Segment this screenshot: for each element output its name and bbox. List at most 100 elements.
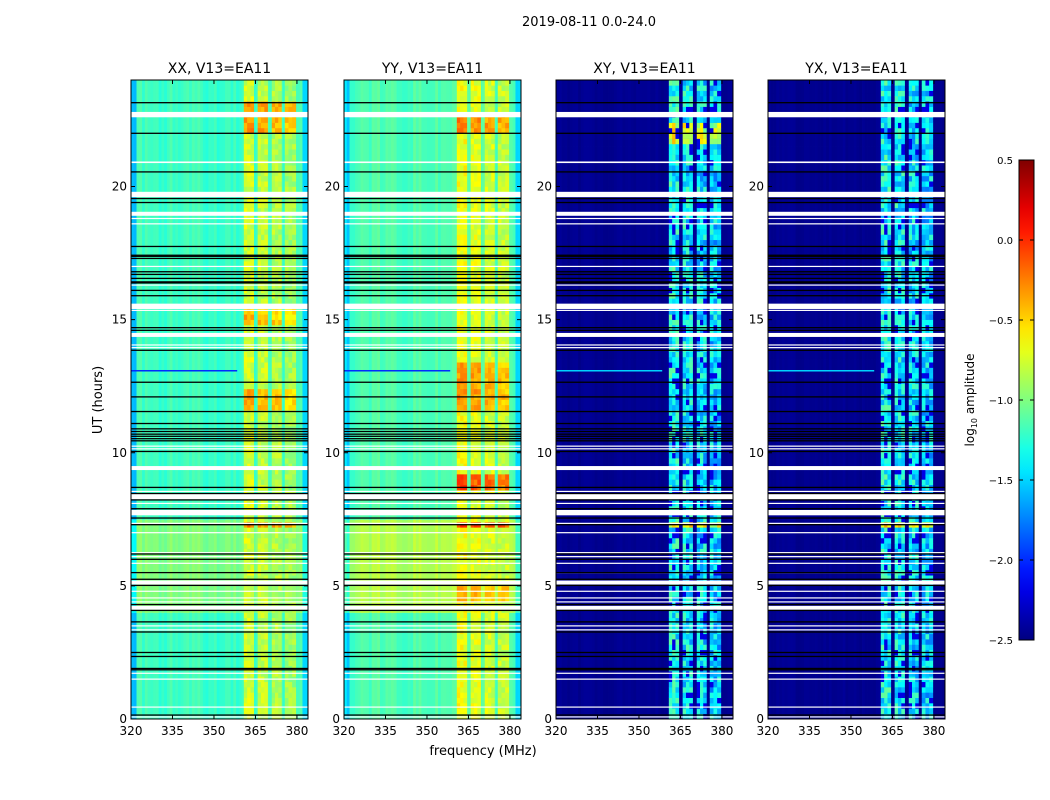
heatmap-cell: [150, 412, 154, 427]
heatmap-cell: [355, 559, 359, 573]
heatmap-cell: [266, 612, 270, 627]
heatmap-cell: [344, 559, 348, 573]
heatmap-cell: [191, 479, 196, 494]
heatmap-cell: [197, 559, 201, 573]
heatmap-cell: [238, 359, 243, 374]
heatmap-cell: [227, 146, 231, 161]
heatmap-cell: [189, 319, 193, 334]
heatmap-cell: [169, 679, 173, 693]
heatmap-cell: [189, 412, 193, 427]
band-cell: [271, 628, 276, 635]
heatmap-cell: [189, 372, 193, 387]
heatmap-cell: [255, 226, 259, 241]
heatmap-cell: [164, 173, 168, 187]
heatmap-cell: [191, 279, 196, 294]
band-cell: [292, 490, 297, 496]
heatmap-cell: [238, 519, 243, 534]
heatmap-cell: [230, 279, 234, 294]
band-cell: [278, 458, 282, 464]
heatmap-cell: [178, 213, 182, 227]
heatmap-cell: [225, 466, 229, 480]
heatmap-cell: [194, 372, 198, 387]
heatmap-cell: [225, 639, 229, 653]
flagged-line: [131, 440, 308, 442]
heatmap-cell: [352, 306, 356, 321]
heatmap-cell: [346, 93, 350, 108]
heatmap-cell: [147, 559, 151, 573]
heatmap-cell: [233, 159, 237, 174]
heatmap-cell: [191, 665, 196, 680]
flagged-line: [131, 102, 308, 104]
band-cell: [278, 362, 282, 368]
heatmap-cell: [194, 532, 198, 547]
heatmap-cell: [227, 585, 231, 600]
heatmap-cell: [133, 253, 137, 267]
heatmap-cell: [211, 386, 215, 400]
band-cell: [243, 298, 248, 304]
heatmap-cell: [208, 133, 212, 147]
band-cell: [247, 564, 251, 571]
band-cell: [278, 671, 282, 677]
heatmap-cell: [305, 266, 308, 281]
heatmap-cell: [346, 705, 350, 719]
band-cell: [257, 639, 262, 645]
band-cell: [247, 633, 251, 640]
heatmap-cell: [269, 306, 273, 321]
band-cell: [284, 234, 289, 241]
heatmap-cell: [213, 466, 218, 480]
band-cell: [288, 80, 293, 86]
heatmap-cell: [191, 426, 196, 440]
heatmap-cell: [164, 679, 168, 693]
band-cell: [257, 575, 262, 581]
heatmap-cell: [225, 559, 229, 573]
band-cell: [278, 165, 282, 171]
heatmap-cell: [158, 705, 162, 719]
heatmap-cell: [283, 466, 287, 480]
heatmap-cell: [299, 399, 303, 414]
heatmap-cell: [255, 532, 259, 547]
band-cell: [250, 223, 255, 230]
heatmap-cell: [139, 452, 143, 467]
band-cell: [278, 697, 282, 704]
heatmap-cell: [150, 332, 154, 347]
heatmap-cell: [189, 479, 193, 494]
heatmap-cell: [150, 266, 154, 281]
heatmap-cell: [150, 146, 154, 161]
heatmap-cell: [349, 372, 353, 387]
heatmap-cell: [238, 386, 243, 400]
band-cell: [288, 537, 293, 544]
band-cell: [271, 516, 276, 523]
heatmap-cell: [155, 332, 160, 347]
heatmap-cell: [147, 359, 151, 374]
heatmap-cell: [241, 585, 245, 600]
heatmap-cell: [139, 146, 143, 161]
heatmap-cell: [166, 466, 171, 480]
heatmap-cell: [142, 452, 146, 467]
band-cell: [274, 527, 279, 533]
heatmap-cell: [236, 652, 240, 667]
heatmap-cell: [252, 266, 256, 281]
band-cell: [257, 356, 262, 363]
heatmap-cell: [346, 466, 350, 480]
heatmap-cell: [208, 625, 212, 640]
heatmap-cell: [194, 585, 198, 600]
heatmap-cell: [211, 80, 215, 94]
heatmap-cell: [189, 359, 193, 374]
heatmap-cell: [183, 705, 187, 719]
heatmap-cell: [205, 266, 209, 281]
heatmap-cell: [142, 346, 146, 360]
heatmap-cell: [349, 266, 353, 281]
heatmap-cell: [349, 293, 353, 307]
heatmap-cell: [352, 372, 356, 387]
heatmap-cell: [355, 119, 359, 134]
heatmap-cell: [133, 226, 137, 241]
heatmap-cell: [255, 359, 259, 374]
band-cell: [257, 250, 262, 257]
band-cell: [260, 229, 265, 235]
band-cell: [243, 202, 248, 209]
heatmap-cell: [363, 692, 367, 707]
heatmap-cell: [194, 199, 198, 214]
band-cell: [243, 596, 248, 603]
heatmap-cell: [344, 412, 348, 427]
